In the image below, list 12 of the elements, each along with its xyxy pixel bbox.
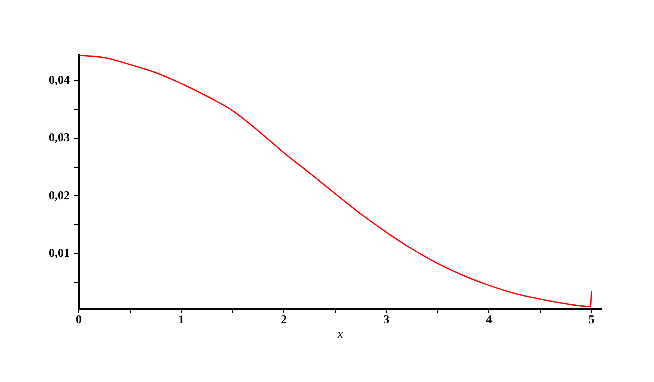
- x-tick-label: 1: [178, 312, 185, 326]
- y-tick-label: 0,04: [49, 73, 70, 88]
- line-series: [79, 55, 592, 308]
- x-tick-label: 4: [486, 312, 492, 326]
- x-tick-label: 2: [281, 312, 288, 326]
- x-tick-label: 5: [588, 312, 595, 326]
- y-tick-label: 0,03: [49, 130, 70, 145]
- x-tick-label: 3: [384, 312, 390, 326]
- x-axis-title: x: [336, 326, 344, 341]
- y-tick-label: 0,02: [49, 188, 70, 202]
- x-tick-label: 0: [76, 312, 82, 326]
- y-tick-label: 0,01: [49, 246, 70, 260]
